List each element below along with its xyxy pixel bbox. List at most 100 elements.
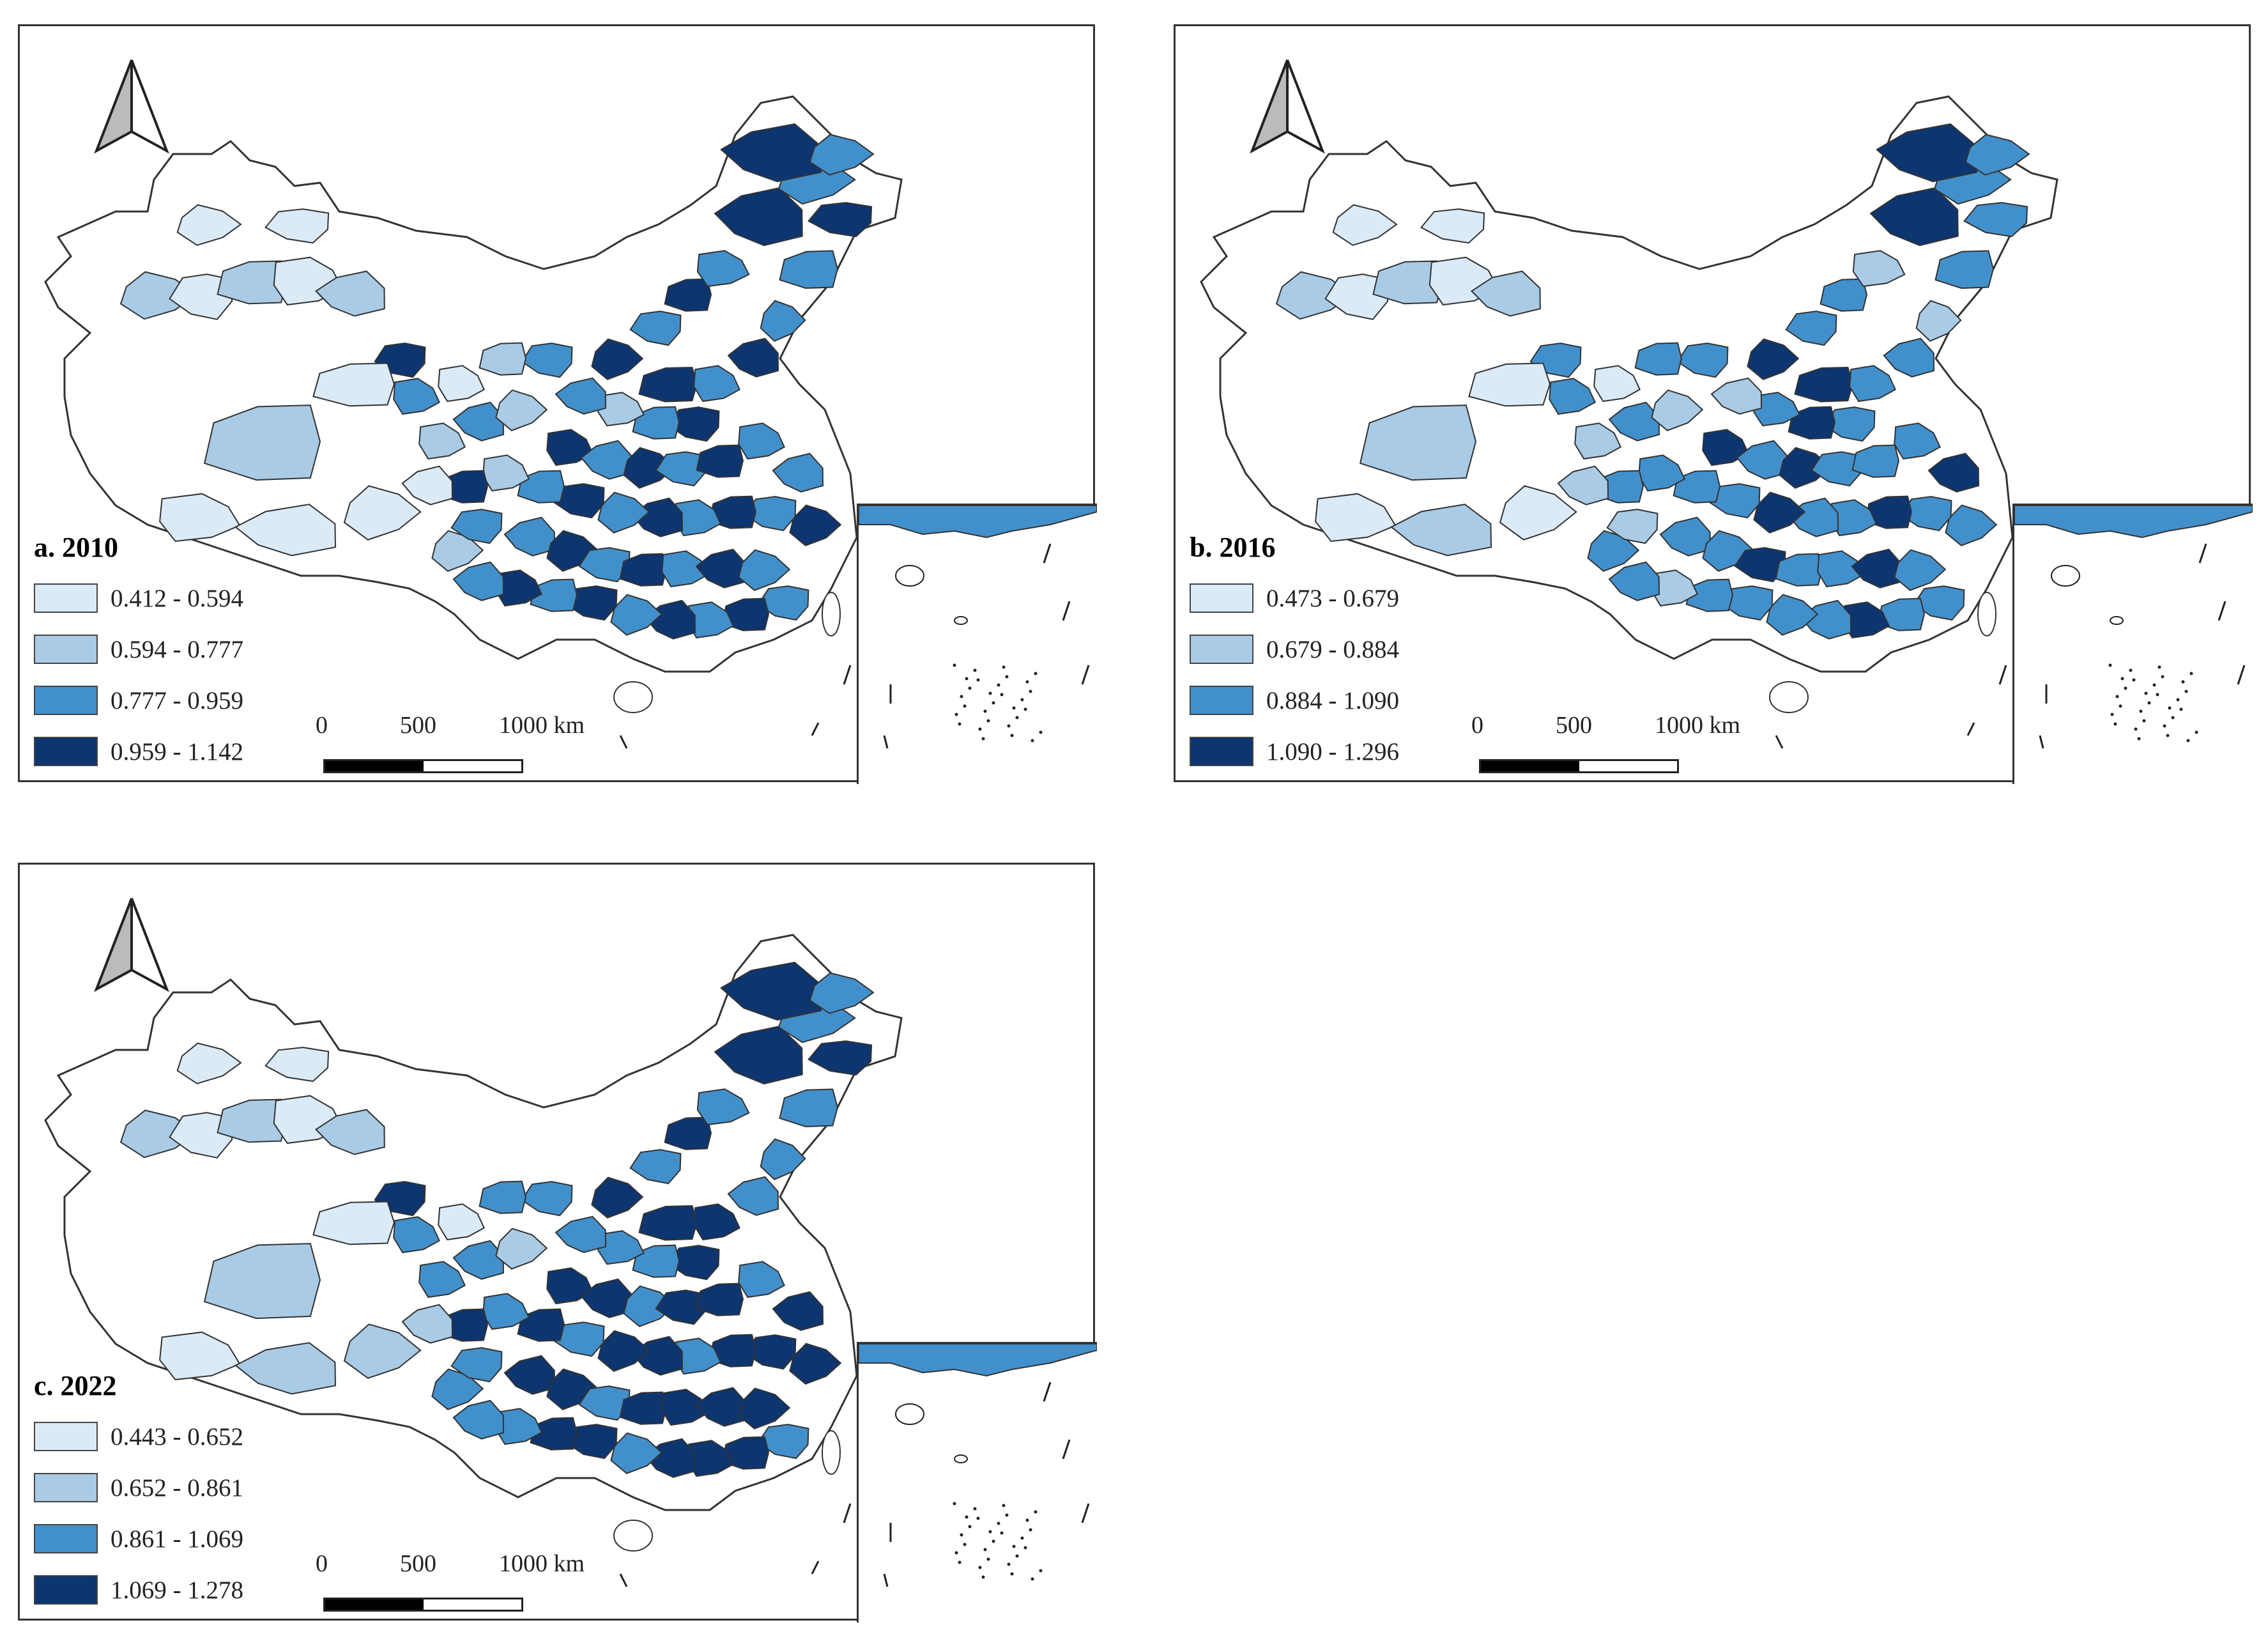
region-polygon (1549, 378, 1596, 415)
choropleth-map (1200, 95, 2058, 749)
legend-item: 0.594 - 0.777 (34, 624, 243, 675)
region-polygon (1315, 493, 1397, 543)
legend-label: 0.594 - 0.777 (111, 635, 243, 663)
region-polygon (521, 343, 573, 378)
region-polygon (234, 504, 337, 557)
region-polygon (203, 1243, 321, 1320)
panel-title: b. 2016 (1190, 532, 1276, 563)
region-polygon (159, 493, 241, 543)
region-polygon (668, 1245, 720, 1281)
legend-label: 0.679 - 0.884 (1266, 635, 1399, 663)
region-polygon (744, 1334, 797, 1370)
region-polygon (1587, 530, 1640, 572)
region-polygon (1869, 187, 1959, 247)
scale-bar-graphic (323, 1598, 523, 1612)
region-polygon (1935, 250, 1995, 289)
region-polygon (714, 187, 803, 247)
region-polygon (1651, 389, 1704, 431)
region-polygon (482, 454, 530, 492)
legend-label: 1.069 - 1.278 (111, 1576, 243, 1604)
region-polygon (661, 1389, 709, 1426)
region-polygon (1785, 311, 1837, 346)
region-polygon (808, 202, 873, 238)
scale-tick-1000: 1000 km (499, 1550, 585, 1577)
region-polygon (696, 1283, 744, 1316)
region-polygon (553, 483, 605, 519)
region-polygon (217, 1098, 288, 1143)
region-polygon (693, 1203, 740, 1241)
region-polygon (1608, 561, 1660, 601)
legend-swatch (34, 1422, 98, 1451)
north-arrow-icon (90, 893, 173, 999)
region-polygon (809, 972, 875, 1014)
north-arrow-icon (1246, 55, 1329, 160)
south-china-sea-inset (857, 1342, 1098, 1622)
region-polygon (1593, 365, 1641, 403)
region-polygon (1710, 377, 1763, 415)
map-panel-2022: c. 2022 0.443 - 0.652 0.652 - 0.861 0.86… (18, 863, 1098, 1622)
panel-title: a. 2010 (34, 532, 118, 563)
region-polygon (1883, 337, 1935, 378)
region-polygon (760, 1138, 806, 1180)
region-polygon (312, 1201, 395, 1245)
region-polygon (720, 962, 822, 1021)
region-polygon (343, 1323, 422, 1379)
region-polygon (591, 1176, 644, 1219)
scale-bar: 0 500 1000 km (1460, 711, 1740, 773)
legend-item: 0.412 - 0.594 (34, 573, 243, 624)
region-polygon (217, 260, 288, 305)
legend-label: 0.443 - 0.652 (111, 1422, 243, 1451)
region-polygon (714, 1026, 803, 1085)
region-polygon (393, 378, 440, 415)
legend: 0.412 - 0.594 0.594 - 0.777 0.777 - 0.95… (34, 573, 243, 777)
region-polygon (1676, 343, 1729, 378)
region-polygon (1574, 422, 1621, 460)
legend-item: 0.861 - 1.069 (34, 1513, 243, 1564)
region-polygon (619, 553, 668, 587)
region-polygon (638, 1205, 698, 1241)
region-polygon (176, 1042, 242, 1084)
region-polygon (1894, 422, 1941, 460)
legend-swatch (34, 737, 98, 766)
region-polygon (808, 1040, 873, 1076)
region-polygon (661, 550, 709, 588)
region-polygon (1708, 483, 1761, 519)
legend-label: 0.652 - 0.861 (111, 1474, 243, 1502)
region-polygon (1775, 553, 1823, 587)
region-polygon (760, 300, 806, 342)
region-polygon (1747, 338, 1800, 380)
scale-bar: 0 500 1000 km (304, 1550, 585, 1612)
region-polygon (393, 1216, 440, 1254)
region-polygon (1736, 440, 1788, 480)
region-polygon (450, 509, 503, 544)
region-polygon (431, 530, 484, 572)
legend-label: 0.884 - 1.090 (1266, 686, 1399, 714)
region-polygon (597, 491, 650, 534)
region-polygon (418, 1261, 466, 1298)
region-polygon (1659, 516, 1712, 557)
region-polygon (610, 594, 663, 636)
region-polygon (638, 366, 698, 403)
region-polygon (1499, 485, 1577, 541)
region-polygon (738, 422, 785, 460)
region-polygon (565, 1424, 618, 1460)
region-polygon (495, 1228, 548, 1270)
legend-swatch (34, 1524, 98, 1553)
region-polygon (452, 561, 505, 601)
region-polygon (203, 404, 321, 481)
region-polygon (1470, 270, 1541, 317)
region-polygon (696, 250, 750, 288)
map-panel-2016: b. 2016 0.473 - 0.679 0.679 - 0.884 0.88… (1174, 24, 2253, 784)
legend-item: 0.473 - 0.679 (1190, 573, 1399, 624)
region-polygon (738, 549, 791, 591)
scale-bar: 0 500 1000 km (304, 711, 585, 773)
region-polygon (450, 1347, 503, 1383)
region-polygon (696, 444, 744, 478)
region-polygon (438, 365, 485, 403)
legend-label: 0.777 - 0.959 (111, 686, 243, 714)
region-polygon (495, 389, 548, 431)
region-polygon (619, 1391, 668, 1425)
region-polygon (1849, 365, 1896, 403)
south-china-sea-inset (857, 504, 1098, 784)
legend-item: 0.443 - 0.652 (34, 1411, 243, 1462)
